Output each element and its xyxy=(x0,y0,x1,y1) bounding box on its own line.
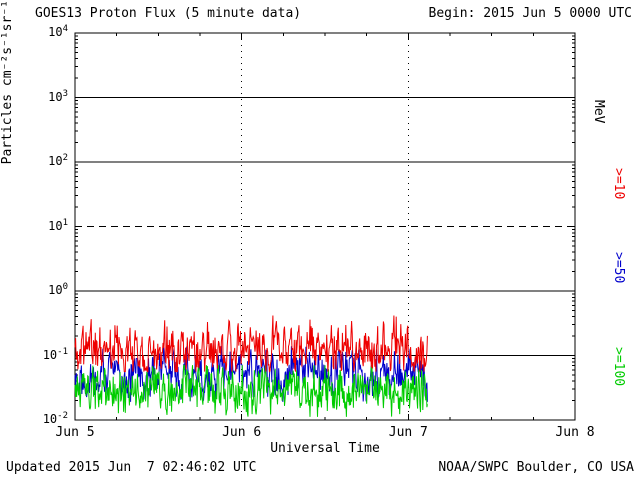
begin-time-label: Begin: 2015 Jun 5 0000 UTC xyxy=(428,6,633,21)
series-line-50mev xyxy=(74,345,428,403)
threshold-label: >=10 xyxy=(611,168,626,200)
y-axis-title: Particles cm⁻²s⁻¹sr⁻¹ xyxy=(0,0,15,165)
y-tick-label: 102 xyxy=(48,153,68,168)
credit-label: NOAA/SWPC Boulder, CO USA xyxy=(438,460,634,475)
y-tick-label: 100 xyxy=(48,282,68,297)
y-tick-label: 104 xyxy=(48,24,68,39)
plot-frame xyxy=(74,32,576,421)
y-tick-label: 103 xyxy=(48,88,68,104)
updated-timestamp-label: Updated 2015 Jun 7 02:46:02 UTC xyxy=(6,460,257,475)
threshold-label: >=100 xyxy=(611,347,626,387)
x-tick-label: Jun 5 xyxy=(55,425,95,440)
x-tick-label: Jun 8 xyxy=(555,425,595,440)
x-tick-label: Jun 6 xyxy=(222,425,262,440)
x-axis-title: Universal Time xyxy=(270,441,380,456)
plot-title: GOES13 Proton Flux (5 minute data) xyxy=(35,6,302,21)
x-tick-label: Jun 7 xyxy=(388,425,428,440)
y-tick-label: 101 xyxy=(48,217,68,233)
series-line-100mev xyxy=(74,364,428,417)
y-tick-label: 10-1 xyxy=(42,346,68,362)
mev-units-label: MeV xyxy=(591,100,606,124)
y-tick-label: 10-2 xyxy=(42,411,68,426)
threshold-label: >=50 xyxy=(611,252,626,284)
series-line-10mev xyxy=(74,315,428,373)
